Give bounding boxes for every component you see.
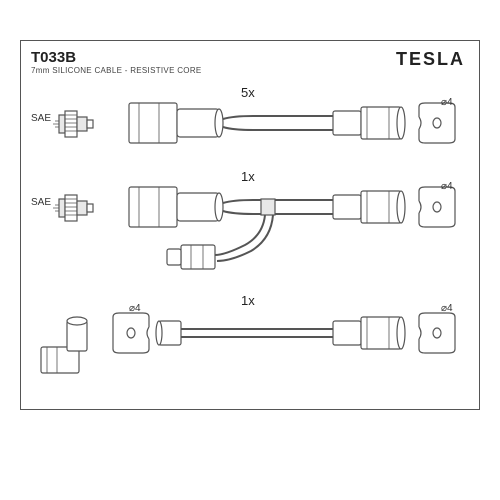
qty-label: 1x [241, 169, 255, 184]
cable-row-2: 1x SAE ⌀4 [31, 173, 469, 283]
cable-row-1: 5x SAE ⌀4 [31, 89, 469, 159]
qty-label: 5x [241, 85, 255, 100]
sae-label: SAE [31, 197, 51, 208]
qty-label: 1x [241, 293, 255, 308]
cable-drawing-3 [31, 297, 471, 387]
diameter-label: ⌀4 [441, 181, 453, 192]
diameter-label-right: ⌀4 [441, 303, 453, 314]
cable-drawing-2 [31, 173, 471, 283]
brand-logo: TESLA [396, 49, 465, 70]
sae-label: SAE [31, 113, 51, 124]
diameter-label: ⌀4 [441, 97, 453, 108]
diagram-frame: T033B 7mm SILICONE CABLE - RESISTIVE COR… [20, 40, 480, 410]
cable-row-3: 1x ⌀4 ⌀4 [31, 297, 469, 387]
diameter-label-left: ⌀4 [129, 303, 141, 314]
